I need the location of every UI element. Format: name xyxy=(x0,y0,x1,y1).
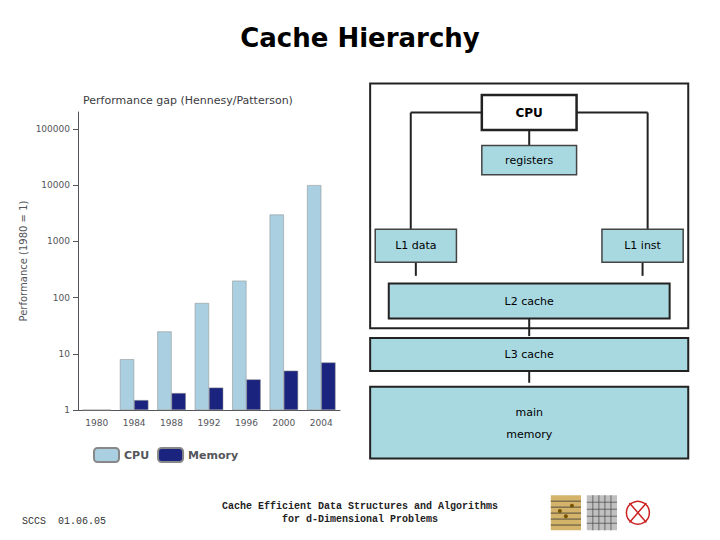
svg-text:L2 cache: L2 cache xyxy=(505,295,554,308)
svg-text:1992: 1992 xyxy=(198,418,221,428)
svg-text:SCCS 01.06.05: SCCS 01.06.05 xyxy=(22,516,106,527)
svg-text:1996: 1996 xyxy=(235,418,258,428)
svg-text:CPU: CPU xyxy=(124,449,149,462)
svg-text:1: 1 xyxy=(64,405,70,415)
svg-text:10000: 10000 xyxy=(41,180,70,190)
svg-text:1980: 1980 xyxy=(85,418,108,428)
svg-text:1988: 1988 xyxy=(160,418,183,428)
svg-text:Cache Hierarchy: Cache Hierarchy xyxy=(240,23,480,53)
svg-text:main: main xyxy=(515,406,543,419)
svg-text:L3 cache: L3 cache xyxy=(505,348,554,361)
svg-text:Memory: Memory xyxy=(188,449,238,462)
svg-text:L1 inst: L1 inst xyxy=(624,239,661,252)
svg-text:registers: registers xyxy=(505,154,553,167)
svg-text:2000: 2000 xyxy=(272,418,295,428)
svg-text:Performance (1980 = 1): Performance (1980 = 1) xyxy=(18,200,29,321)
svg-text:CPU: CPU xyxy=(516,106,543,120)
svg-text:Cache Efficient Data Structure: Cache Efficient Data Structures and Algo… xyxy=(222,501,498,512)
svg-text:100: 100 xyxy=(53,293,70,303)
svg-text:for d-Dimensional Problems: for d-Dimensional Problems xyxy=(282,514,438,525)
svg-text:2004: 2004 xyxy=(310,418,333,428)
svg-text:L1 data: L1 data xyxy=(395,239,436,252)
svg-text:1000: 1000 xyxy=(47,236,70,246)
svg-text:10: 10 xyxy=(59,349,71,359)
svg-text:memory: memory xyxy=(506,428,552,441)
svg-text:Performance gap (Hennesy/Patte: Performance gap (Hennesy/Patterson) xyxy=(83,94,293,107)
svg-text:1984: 1984 xyxy=(123,418,146,428)
svg-text:100000: 100000 xyxy=(36,124,71,134)
